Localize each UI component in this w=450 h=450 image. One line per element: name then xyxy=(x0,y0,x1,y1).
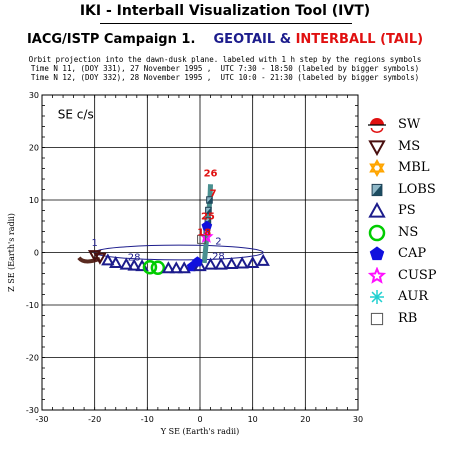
interball-time-label: 26 xyxy=(204,168,218,179)
filled-pentagon-icon xyxy=(369,246,385,261)
geotail-orbit xyxy=(94,244,264,261)
region-legend: SW MS MBL LOBS PS NS CAP CUSP AUR RB xyxy=(364,114,450,329)
legend-label: MS xyxy=(398,138,421,154)
geotail-point-ns xyxy=(142,259,158,275)
geotail-point-ns xyxy=(150,260,166,275)
geotail-point-ps xyxy=(101,253,115,266)
legend-label: LOBS xyxy=(398,181,436,197)
title-underline xyxy=(100,23,352,24)
y-tick-label: 20 xyxy=(29,144,39,153)
interball-time-label: 25 xyxy=(201,211,215,222)
geotail-point-ps xyxy=(109,255,123,268)
legend-item-sw: SW xyxy=(364,114,450,136)
x-tick-label: 0 xyxy=(197,415,202,424)
y-tick-label: -30 xyxy=(26,406,39,415)
y-tick-label: 30 xyxy=(29,91,39,100)
geotail-point-ps xyxy=(224,256,239,270)
interball-point-lobs xyxy=(205,206,212,215)
frame-label: SE c/s xyxy=(58,108,94,122)
square-icon xyxy=(370,312,384,325)
geotail-time-label: 28 xyxy=(212,251,225,262)
legend-label: SW xyxy=(398,117,421,132)
legend-label: AUR xyxy=(398,289,429,304)
legend-item-mbl: MBL xyxy=(364,157,450,179)
interball-time-label: 18 xyxy=(197,228,211,239)
asterisk-icon xyxy=(370,290,384,304)
legend-label: NS xyxy=(398,224,419,240)
ampersand: & xyxy=(279,32,292,47)
interball-point-cap xyxy=(201,220,213,231)
geotail-point-ps xyxy=(235,256,249,269)
geotail-time-label: 2 xyxy=(215,237,221,248)
legend-label: MBL xyxy=(398,160,430,175)
geotail-point-ps xyxy=(127,258,141,271)
x-tick-label: -20 xyxy=(88,415,101,424)
geotail-point-ps xyxy=(169,261,183,274)
geotail-point-ms xyxy=(87,250,102,263)
geotail-point-ps xyxy=(161,261,176,274)
legend-label: CAP xyxy=(398,246,427,261)
y-tick-label: 0 xyxy=(34,249,39,258)
geotail-time-label: 1 xyxy=(91,238,97,249)
interball-time-label: 7 xyxy=(210,188,217,199)
campaign-line: IACG/ISTP Campaign 1. GEOTAIL & INTERBAL… xyxy=(0,32,450,47)
geotail-point-ps xyxy=(203,257,218,270)
y-tick-label: 10 xyxy=(29,196,39,205)
legend-item-ps: PS xyxy=(364,200,450,222)
legend-item-rb: RB xyxy=(364,308,450,330)
circle-icon xyxy=(368,224,386,241)
split-square-icon xyxy=(371,183,383,196)
geotail-time-label: 28 xyxy=(128,252,141,263)
geotail-point-ps xyxy=(214,257,228,270)
time-note-1: Time N 11, (DOY 331), 27 November 1995 ,… xyxy=(30,64,420,73)
y-axis-label: Z SE (Earth's radii) xyxy=(7,213,16,292)
geotail-point-ps xyxy=(119,257,133,270)
legend-label: PS xyxy=(398,203,416,218)
legend-label: RB xyxy=(398,310,418,326)
legend-label: CUSP xyxy=(398,267,437,283)
legend-item-ns: NS xyxy=(364,222,450,244)
y-tick-label: -20 xyxy=(26,354,39,363)
y-tick-label: -10 xyxy=(26,301,39,310)
time-note-2: Time N 12, (DOY 332), 28 November 1995 ,… xyxy=(30,73,420,82)
interball-point-lobs xyxy=(206,196,213,204)
legend-item-lobs: LOBS xyxy=(364,179,450,201)
triangle-icon xyxy=(368,202,386,218)
x-axis-label: Y SE (Earth's radii) xyxy=(160,427,239,436)
star-icon xyxy=(367,266,387,284)
x-tick-label: 20 xyxy=(300,415,310,424)
legend-item-cusp: CUSP xyxy=(364,265,450,287)
interball-point-rb xyxy=(197,234,207,244)
geotail-label: GEOTAIL xyxy=(213,32,276,47)
geotail-point-ps xyxy=(256,253,270,266)
star-of-david-icon xyxy=(369,159,385,177)
interball-point-cap xyxy=(192,256,203,267)
legend-item-aur: AUR xyxy=(364,286,450,308)
geotail-point-ms xyxy=(93,252,107,265)
geotail-point-ps xyxy=(245,255,260,268)
legend-item-cap: CAP xyxy=(364,243,450,265)
x-tick-label: 30 xyxy=(353,415,363,424)
app-title: IKI - Interball Visualization Tool (IVT) xyxy=(79,3,371,19)
down-triangle-icon xyxy=(368,139,386,156)
geotail-point-ps xyxy=(177,261,191,274)
projection-note: Orbit projection into the dawn-dusk plan… xyxy=(28,55,422,64)
legend-item-ms: MS xyxy=(364,136,450,158)
x-tick-label: 10 xyxy=(248,415,258,424)
sun-half-icon xyxy=(368,118,386,133)
campaign-prefix: IACG/ISTP Campaign 1. xyxy=(26,32,196,47)
x-tick-label: -10 xyxy=(141,415,154,424)
interball-label: INTERBALL (TAIL) xyxy=(295,32,424,47)
x-tick-label: -30 xyxy=(35,415,48,424)
